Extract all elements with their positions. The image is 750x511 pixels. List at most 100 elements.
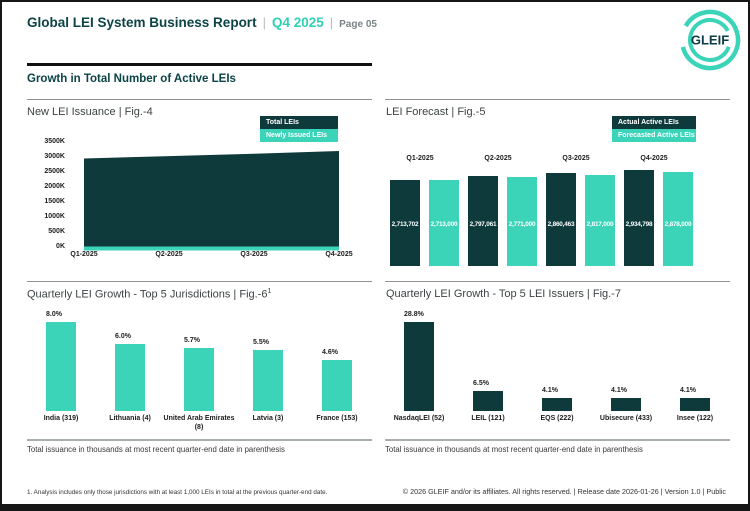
copyright-line: © 2026 GLEIF and/or its affiliates. All …	[402, 487, 726, 496]
actual-bar: 2,713,702	[390, 180, 420, 266]
area-series-svg	[84, 151, 339, 251]
header-separator: |	[262, 15, 266, 30]
y-tick: 1000K	[44, 212, 65, 220]
y-tick: 500K	[48, 227, 65, 235]
quarter-label: Q4-2025	[640, 155, 668, 162]
bar-category-label: LEIL (121)	[471, 415, 505, 422]
gleif-logo-text: GLEIF	[691, 33, 729, 48]
bottom-bar	[2, 504, 748, 509]
note-divider-fig6	[27, 439, 372, 441]
section-title: Growth in Total Number of Active LEIs	[27, 73, 236, 85]
actual-bar: 2,860,463	[546, 173, 576, 266]
growth-bar	[322, 360, 352, 411]
forecasted-bar: 2,878,000	[663, 172, 693, 266]
x-axis-fig4: Q1-2025 Q2-2025 Q3-2025 Q4-2025	[70, 251, 352, 261]
area-chart-fig4	[84, 142, 339, 252]
total-leis-area	[84, 151, 339, 247]
analysis-footnote: 1. Analysis includes only those jurisdic…	[27, 489, 328, 496]
newly-issued-leis-area	[84, 246, 339, 251]
gleif-logo: GLEIF	[676, 6, 744, 74]
chart-note-fig6: Total issuance in thousands at most rece…	[27, 445, 285, 454]
quarter-label: Q3-2025	[562, 155, 590, 162]
section-rule	[27, 63, 372, 66]
bar-category-label: EQS (222)	[540, 415, 574, 422]
actual-bar: 2,797,061	[468, 176, 498, 266]
actual-bar: 2,934,798	[624, 170, 654, 266]
bar-category-label: NasdaqLEI (52)	[393, 415, 445, 422]
bar-category-label: United Arab Emirates (8)	[163, 415, 235, 431]
bar-percentage-label: 6.0%	[115, 333, 131, 340]
report-title: Global LEI System Business Report	[27, 15, 257, 30]
bar-percentage-label: 28.8%	[404, 311, 424, 318]
panel-lei-forecast: LEI Forecast | Fig.-5 Actual Active LEIs…	[385, 99, 730, 280]
bar-percentage-label: 4.1%	[611, 387, 627, 394]
bar-value-label: 2,878,000	[664, 221, 692, 228]
bar-percentage-label: 5.5%	[253, 339, 269, 346]
forecasted-bar: 2,817,000	[585, 175, 615, 266]
report-header: Global LEI System Business Report | Q4 202…	[27, 14, 377, 32]
bar-value-label: 2,934,798	[625, 221, 653, 228]
page-number: Page 05	[339, 19, 377, 30]
y-tick: 2000K	[44, 182, 65, 190]
bar-category-label: Ubisecure (433)	[599, 415, 653, 422]
growth-bar	[253, 350, 283, 411]
bar-category-label: India (319)	[43, 415, 79, 422]
panel-new-lei-issuance: New LEI Issuance | Fig.-4 Total LEIs New…	[27, 99, 372, 280]
growth-bar	[404, 322, 434, 411]
report-quarter: Q4 2025	[271, 15, 324, 30]
chart-note-fig7: Total issuance in thousands at most rece…	[385, 445, 643, 454]
growth-bar	[680, 398, 710, 411]
x-axis-label: Q2-2025	[155, 251, 183, 258]
bar-percentage-label: 4.1%	[542, 387, 558, 394]
bar-percentage-label: 8.0%	[46, 311, 62, 318]
panel-top5-lei-issuers: Quarterly LEI Growth - Top 5 LEI Issuers…	[385, 281, 730, 458]
bar-value-label: 2,797,061	[469, 221, 497, 228]
bar-value-label: 2,817,000	[586, 221, 614, 228]
legend-item-newly-issued-leis: Newly Issued LEIs	[260, 129, 338, 142]
bar-value-label: 2,713,000	[430, 221, 458, 228]
quarter-label: Q2-2025	[484, 155, 512, 162]
header-separator: |	[329, 15, 334, 30]
y-tick: 1500K	[44, 197, 65, 205]
growth-bar	[115, 344, 145, 411]
forecasted-bar: 2,771,000	[507, 177, 537, 266]
forecasted-bar: 2,713,000	[429, 180, 459, 266]
legend-fig4: Total LEIs Newly Issued LEIs	[260, 116, 338, 142]
quarter-label: Q1-2025	[406, 155, 434, 162]
legend-item-actual-active-leis: Actual Active LEIs	[612, 116, 696, 129]
bar-value-label: 2,860,463	[547, 221, 575, 228]
growth-bar	[46, 322, 76, 411]
gleif-logo-icon: GLEIF	[679, 9, 741, 71]
bar-value-label: 2,713,702	[391, 221, 419, 228]
bar-percentage-label: 4.1%	[680, 387, 696, 394]
y-tick: 3500K	[44, 138, 65, 145]
chart-title-fig7: Quarterly LEI Growth - Top 5 LEI Issuers…	[386, 288, 621, 300]
note-divider-fig7	[385, 439, 730, 441]
chart-title-fig4: New LEI Issuance | Fig.-4	[27, 106, 153, 118]
bar-percentage-label: 5.7%	[184, 337, 200, 344]
legend-item-forecasted-active-leis: Forecasted Active LEIs	[612, 129, 696, 142]
legend-item-total-leis: Total LEIs	[260, 116, 338, 129]
bar-percentage-label: 6.5%	[473, 380, 489, 387]
growth-bar	[542, 398, 572, 411]
x-axis-label: Q1-2025	[70, 251, 98, 258]
bar-category-label: Lithuania (4)	[109, 415, 151, 422]
y-tick: 0K	[56, 242, 65, 250]
x-axis-label: Q4-2025	[325, 251, 353, 258]
chart-title-fig6: Quarterly LEI Growth - Top 5 Jurisdictio…	[27, 288, 272, 301]
growth-bar	[611, 398, 641, 411]
bar-category-label: Latvia (3)	[252, 415, 284, 422]
y-tick: 3000K	[44, 152, 65, 160]
x-axis-label: Q3-2025	[240, 251, 268, 258]
y-tick: 2500K	[44, 167, 65, 175]
panel-top5-jurisdictions: Quarterly LEI Growth - Top 5 Jurisdictio…	[27, 281, 372, 458]
bar-percentage-label: 4.6%	[322, 349, 338, 356]
chart-title-fig5: LEI Forecast | Fig.-5	[386, 106, 486, 118]
bar-category-label: France (153)	[316, 415, 358, 422]
growth-bar	[184, 348, 214, 411]
footnote-marker: 1	[267, 288, 272, 295]
bar-value-label: 2,771,000	[508, 221, 536, 228]
growth-bar	[473, 391, 503, 411]
legend-fig5: Actual Active LEIs Forecasted Active LEI…	[612, 116, 696, 142]
